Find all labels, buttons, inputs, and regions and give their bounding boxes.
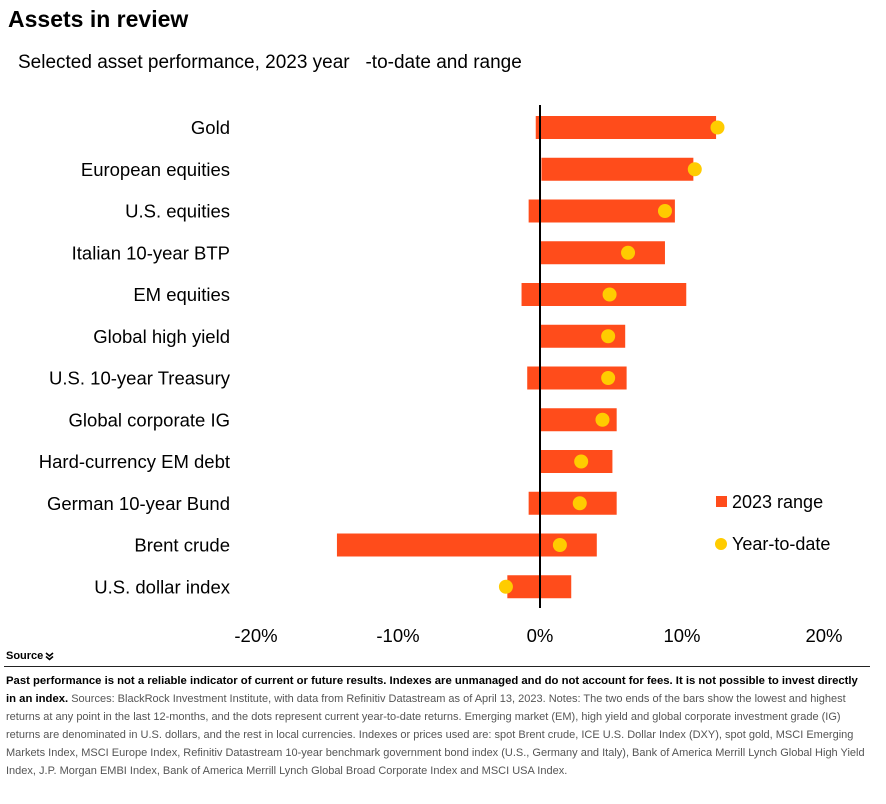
category-label: Hard-currency EM debt [39,451,230,472]
x-tick-label: -20% [234,625,277,646]
ytd-dot [602,287,617,302]
sources-notes: Sources: BlackRock Investment Institute,… [6,693,865,777]
category-label: Brent crude [134,535,230,556]
range-bar [540,324,626,348]
legend-ytd-label: Year-to-date [732,534,830,554]
x-tick-labels: -20% -10% 0% 10% 20% [234,625,842,646]
chart-subtitle: Selected asset performance, 2023 year -t… [18,52,522,73]
range-bar [540,241,665,265]
category-label: U.S. dollar index [94,576,230,597]
ytd-dot [687,162,702,177]
dots-layer [498,120,725,594]
ytd-dot [595,412,610,427]
source-label: Source [6,650,44,662]
range-bar [528,199,675,223]
x-tick-label: 10% [663,625,700,646]
legend-range-swatch [716,496,727,507]
x-tick-label: 0% [527,625,554,646]
ytd-dot [601,329,616,344]
footer-notes: Past performance is not a reliable indic… [6,672,868,780]
x-tick-label: 20% [805,625,842,646]
ytd-dot [572,496,587,511]
ytd-dot [710,120,725,135]
ytd-dot [552,538,567,552]
chart-legend: 2023 range Year-to-date [715,492,830,554]
ytd-dot [621,245,636,260]
range-bar [541,157,694,181]
range-bar [336,533,597,557]
performance-disclaimer: Past performance is not a reliable indic… [6,675,858,705]
x-tick-label: -10% [376,625,419,646]
range-bar [527,366,627,390]
source-toggle-button[interactable]: Source [6,650,54,662]
legend-ytd-swatch [715,538,727,550]
category-label: Global corporate IG [69,409,230,430]
ytd-dot [601,371,616,385]
range-chart: Gold European equities U.S. equities Italia… [39,105,843,646]
category-label: EM equities [133,284,230,305]
range-bar [540,408,617,432]
bars-layer [336,116,717,599]
category-label: U.S. equities [125,201,230,222]
category-label: Global high yield [93,326,230,347]
footer-divider [4,666,870,667]
page-title: Assets in review [8,6,189,32]
ytd-dot [574,454,589,469]
range-bar [528,491,617,515]
category-label: Italian 10-year BTP [72,242,230,263]
range-bar [535,116,717,139]
category-label: German 10-year Bund [47,493,230,514]
legend-range-label: 2023 range [732,492,823,512]
category-labels: Gold European equities U.S. equities Italia… [39,117,231,597]
category-label: European equities [81,159,230,180]
category-label: Gold [191,117,230,138]
double-chevron-down-icon [45,651,54,661]
ytd-dot [498,579,513,594]
ytd-dot [657,204,672,218]
category-label: U.S. 10-year Treasury [49,368,231,389]
